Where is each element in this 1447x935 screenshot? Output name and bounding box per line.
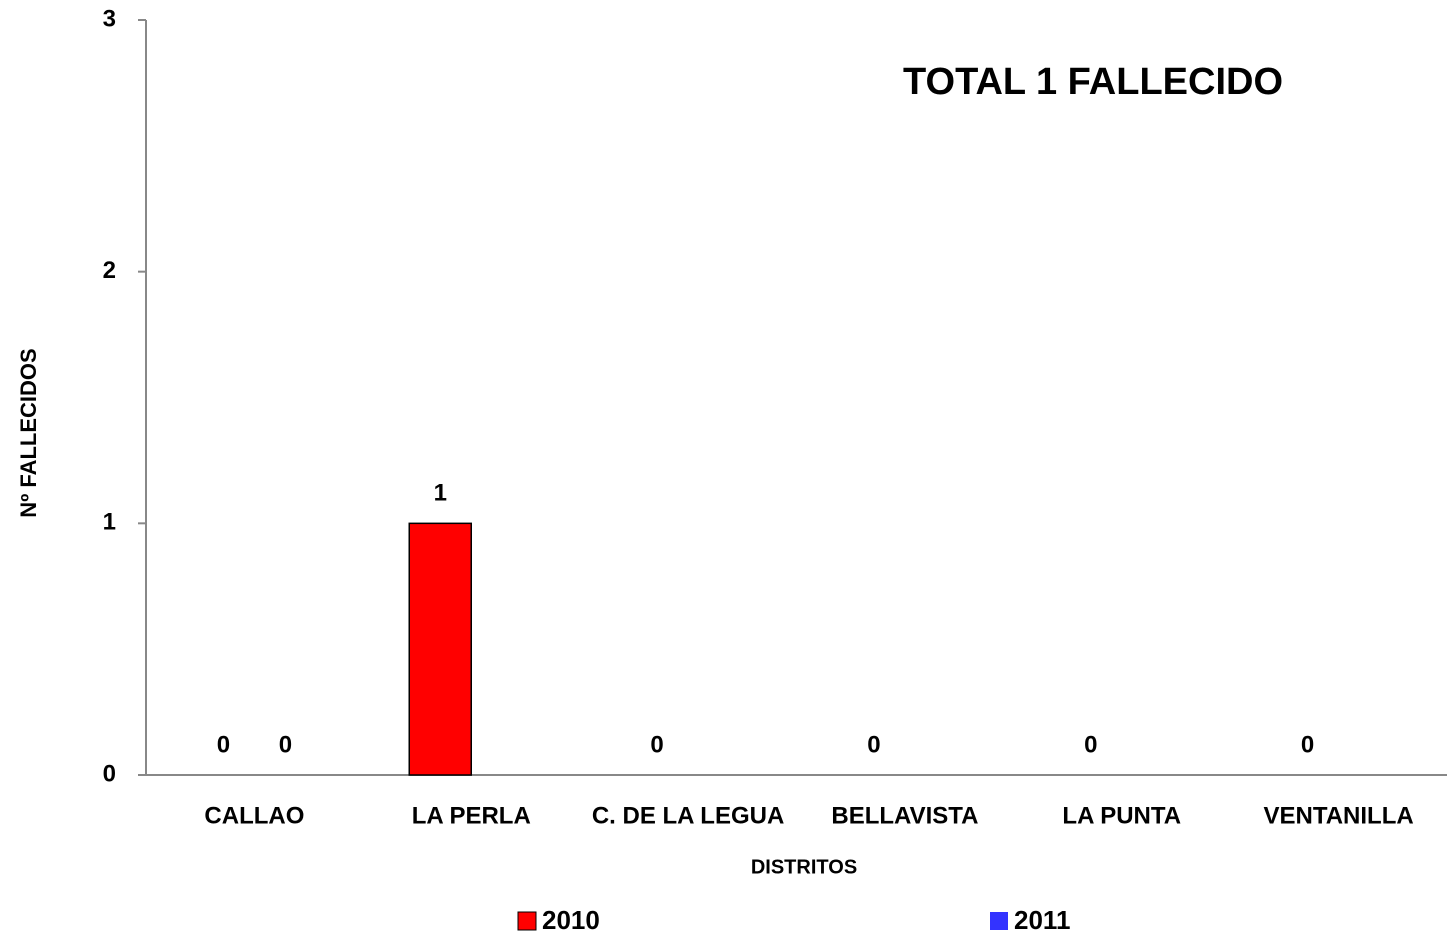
x-tick-label: VENTANILLA xyxy=(1263,802,1413,829)
y-tick-label: 0 xyxy=(103,760,116,787)
y-tick-label: 1 xyxy=(103,509,116,536)
data-label: 0 xyxy=(1301,731,1314,758)
y-tick-label: 2 xyxy=(103,257,116,284)
legend-label: 2011 xyxy=(1014,905,1070,935)
legend-swatch xyxy=(517,911,537,931)
x-tick-label: LA PUNTA xyxy=(1062,802,1181,829)
data-label: 0 xyxy=(650,731,663,758)
x-tick-label: BELLAVISTA xyxy=(831,802,978,829)
y-axis-label: Nº FALLECIDOS xyxy=(16,348,41,517)
y-tick-label: 3 xyxy=(103,5,116,32)
data-label: 0 xyxy=(279,731,292,758)
data-label: 1 xyxy=(434,480,447,507)
bar xyxy=(408,522,472,776)
data-label: 0 xyxy=(217,731,230,758)
chart-title: TOTAL 1 FALLECIDO xyxy=(903,61,1283,103)
data-label: 0 xyxy=(867,731,880,758)
legend-label: 2010 xyxy=(542,905,600,935)
x-axis-label: DISTRITOS xyxy=(751,856,857,878)
x-tick-label: CALLAO xyxy=(204,802,304,829)
data-label: 0 xyxy=(1084,731,1097,758)
x-tick-label: LA PERLA xyxy=(412,802,531,829)
x-tick-label: C. DE LA LEGUA xyxy=(592,802,784,829)
legend-swatch xyxy=(990,912,1008,930)
